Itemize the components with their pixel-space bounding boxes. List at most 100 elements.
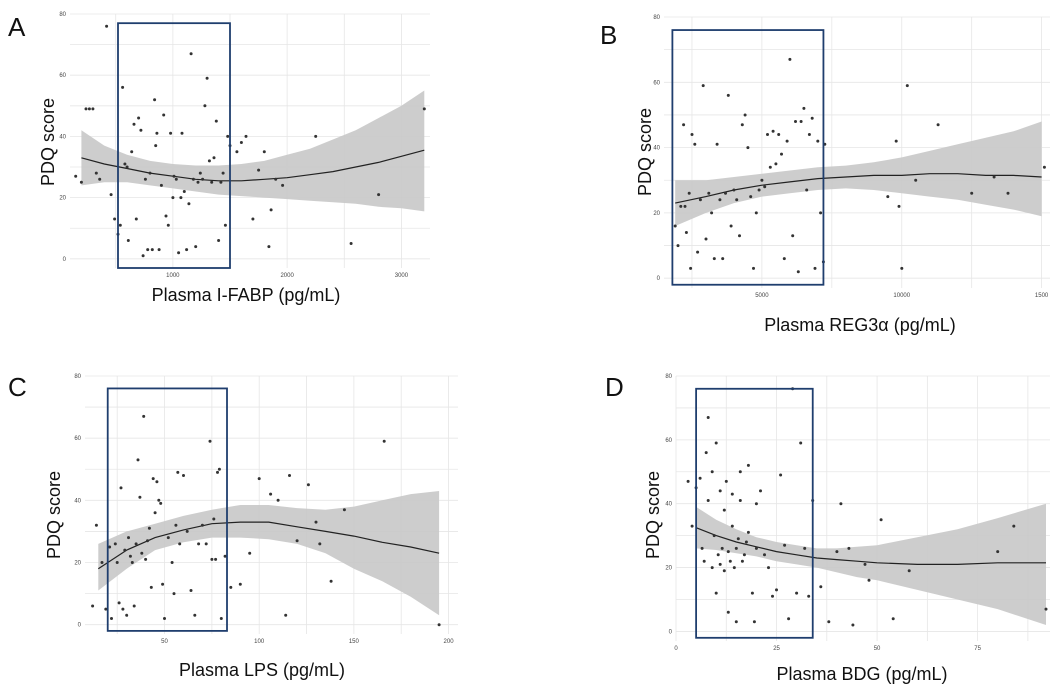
y-axis-title: PDQ score <box>38 98 58 186</box>
data-point <box>710 211 714 215</box>
data-point <box>710 470 714 474</box>
x-tick-label: 75 <box>974 646 981 652</box>
fit-line <box>81 149 425 182</box>
data-point <box>125 165 129 169</box>
data-point <box>74 174 78 178</box>
data-point <box>791 234 795 238</box>
data-point <box>166 536 170 540</box>
data-point <box>207 159 211 163</box>
data-point <box>171 196 175 200</box>
x-tick-label: 10000 <box>893 293 910 299</box>
fit-line <box>97 521 440 570</box>
x-tick-label: 25 <box>773 646 780 652</box>
data-point <box>100 561 104 564</box>
confidence-band <box>675 121 1042 226</box>
panel-a: 0 20 40 60 80 1000 2000 3000 A PDQ score Plasma… <box>8 12 430 305</box>
panel-b: 0 20 40 60 80 5000 10000 1500 B PDQ score Plasm… <box>600 15 1050 335</box>
plot-area: 0 20 40 60 80 5000 10000 1500 <box>653 15 1050 299</box>
data-point <box>198 171 202 175</box>
data-point <box>157 248 161 252</box>
data-point <box>118 223 122 227</box>
data-point <box>863 562 867 566</box>
y-tick-label: 60 <box>653 80 660 86</box>
data-point <box>730 524 734 528</box>
data-point <box>217 239 221 242</box>
data-point <box>136 458 140 462</box>
x-axis-title: Plasma LPS (pg/mL) <box>179 660 345 680</box>
data-point <box>134 542 138 546</box>
data-point <box>754 502 758 506</box>
y-tick-label: 80 <box>59 12 66 18</box>
data-point <box>176 470 180 474</box>
data-point <box>763 185 767 189</box>
data-point <box>802 106 806 110</box>
data-point <box>720 546 724 550</box>
data-point <box>276 498 280 502</box>
data-point <box>914 178 918 182</box>
data-point <box>1044 607 1048 611</box>
x-tick-label: 100 <box>254 639 265 645</box>
data-point <box>204 542 208 546</box>
data-point <box>174 177 178 181</box>
data-point <box>757 188 761 192</box>
data-point <box>810 116 814 120</box>
data-point <box>698 476 702 480</box>
data-point <box>79 180 83 184</box>
data-point <box>166 223 170 227</box>
data-point <box>714 441 718 445</box>
highlight-box <box>117 22 231 269</box>
data-point <box>318 542 322 546</box>
data-point <box>689 266 693 270</box>
data-point <box>721 257 725 261</box>
data-point <box>349 242 353 245</box>
data-point <box>710 566 714 570</box>
data-point <box>1006 191 1010 195</box>
data-point <box>700 546 704 550</box>
data-point <box>130 561 134 564</box>
data-point <box>257 477 261 481</box>
x-tick-label: 2000 <box>280 273 294 279</box>
data-point <box>799 441 803 445</box>
data-point <box>839 502 843 506</box>
data-point <box>803 546 807 550</box>
data-point <box>816 139 820 143</box>
data-point <box>108 545 112 549</box>
data-point <box>143 177 147 181</box>
data-point <box>715 142 719 146</box>
data-point <box>194 245 198 249</box>
data-point <box>726 610 730 614</box>
data-point <box>121 85 125 89</box>
x-tick-label: 200 <box>444 639 455 645</box>
data-point <box>704 451 708 455</box>
data-point <box>281 183 285 187</box>
data-point <box>771 594 774 598</box>
y-axis-title: PDQ score <box>635 108 655 196</box>
x-tick-label: 5000 <box>755 293 769 299</box>
data-point <box>178 542 182 546</box>
data-point <box>216 470 219 474</box>
data-point <box>891 617 895 621</box>
data-point <box>157 498 161 502</box>
data-point <box>147 526 151 530</box>
data-point <box>162 113 166 117</box>
data-point <box>732 566 736 570</box>
x-tick-label: 50 <box>874 646 881 652</box>
data-point <box>819 585 823 589</box>
data-point <box>771 129 775 133</box>
data-point <box>267 245 271 249</box>
data-point <box>274 177 278 181</box>
data-point <box>154 144 158 148</box>
data-point <box>210 557 214 561</box>
data-point <box>269 208 273 212</box>
data-point <box>886 195 890 199</box>
y-tick-label: 40 <box>59 134 66 140</box>
data-point <box>214 119 218 123</box>
data-point <box>734 620 738 624</box>
y-tick-label: 0 <box>669 629 673 635</box>
data-point <box>197 542 201 546</box>
y-tick-label: 40 <box>74 498 81 504</box>
data-point <box>295 539 299 543</box>
highlight-box <box>671 29 825 286</box>
data-point <box>185 248 189 252</box>
